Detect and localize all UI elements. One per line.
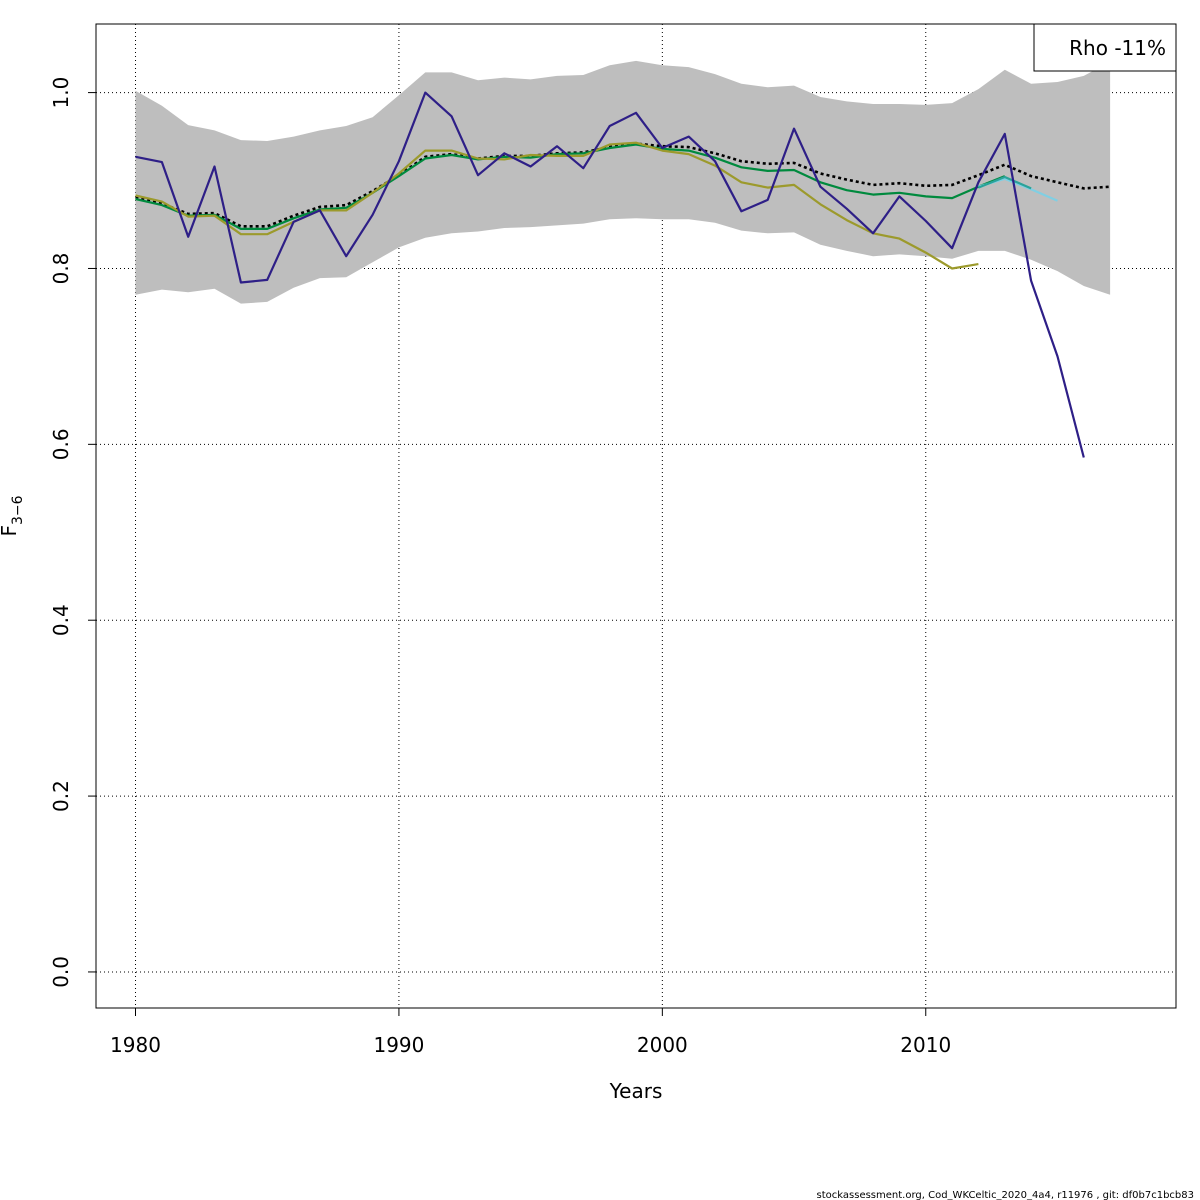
series-line-6: [135, 91, 1085, 458]
y-axis-title-main: F: [0, 525, 21, 537]
y-tick-label-0.2: 0.2: [49, 780, 73, 812]
x-tick-label-1980: 1980: [110, 1033, 161, 1057]
svg-text:F3−6: F3−6: [0, 495, 26, 536]
y-axis-title: F3−6: [0, 495, 26, 536]
legend-box: [1033, 23, 1177, 72]
y-tick-label-0.8: 0.8: [49, 253, 73, 285]
series-line-5: [135, 141, 979, 270]
series-line-4: [977, 175, 1032, 190]
y-tick-label-0.6: 0.6: [49, 428, 73, 460]
y-tick-label-0.4: 0.4: [49, 604, 73, 636]
y-tick-label-1.0: 1.0: [49, 77, 73, 109]
confidence-band: [135, 60, 1111, 304]
footer-source: stockassessment.org, Cod_WKCeltic_2020_4…: [817, 1190, 1194, 1200]
x-axis-title: Years: [609, 1079, 663, 1103]
y-axis: 0.0 0.2 0.4 0.6 0.8 1.0: [49, 77, 97, 988]
series-layer: [135, 91, 1111, 458]
legend-rho-label: Rho -11%: [1069, 36, 1166, 60]
confidence-band-layer: [135, 60, 1111, 304]
y-tick-label-0.0: 0.0: [49, 956, 73, 988]
legend: Rho -11%: [1033, 23, 1177, 72]
x-tick-label-2010: 2010: [900, 1033, 951, 1057]
x-axis: 1980 1990 2000 2010: [110, 1007, 951, 1057]
x-tick-label-1990: 1990: [373, 1033, 424, 1057]
series-line-2: [135, 143, 1006, 230]
x-tick-label-2000: 2000: [637, 1033, 688, 1057]
y-axis-title-subscript: 3−6: [10, 495, 26, 525]
